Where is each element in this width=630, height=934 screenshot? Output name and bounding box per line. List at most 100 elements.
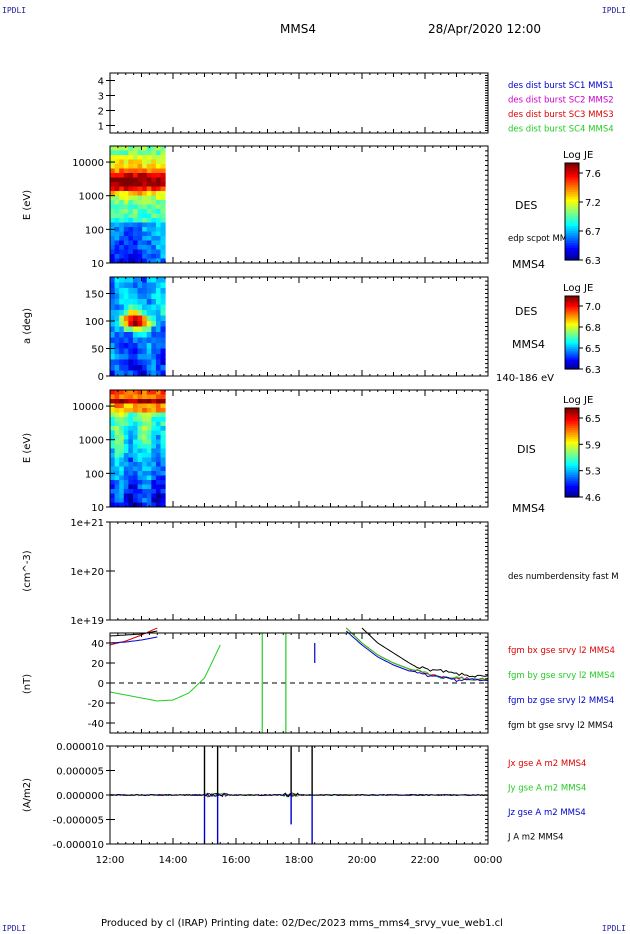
des-energy-panel-colorbar-cell	[565, 255, 579, 259]
dis-energy-panel-cell	[128, 480, 134, 485]
des-energy-panel-colorbar-cell	[565, 245, 579, 249]
des-pitch-panel-cell	[128, 354, 134, 360]
dis-energy-panel-cell	[160, 412, 166, 418]
des-energy-panel-cell	[128, 258, 134, 264]
des-energy-panel-cell	[160, 236, 166, 241]
des-energy-panel-cell	[137, 195, 143, 201]
dis-energy-panel-cell	[128, 412, 134, 418]
dis-energy-panel-cell	[155, 484, 162, 490]
dis-energy-panel-colorbar-cell	[565, 434, 579, 438]
dis-energy-panel-cell	[132, 484, 139, 490]
des-pitch-panel-cell	[132, 348, 139, 355]
des-energy-panel-colorbar-label: 6.7	[585, 227, 601, 238]
des-energy-panel-cell	[128, 146, 134, 151]
dis-energy-panel-cell	[123, 399, 129, 404]
des-energy-panel-cell	[128, 173, 134, 178]
dis-energy-panel-colorbar-cell	[565, 421, 579, 425]
dis-energy-panel-cell	[128, 435, 134, 440]
des-pitch-panel-cell	[137, 288, 143, 294]
dis-energy-panel-cell	[160, 502, 166, 508]
des-energy-panel-cell	[160, 209, 166, 214]
des-energy-panel-cell	[137, 249, 143, 255]
des-energy-panel-cell	[110, 195, 116, 201]
des-energy-panel-colorbar-cell	[565, 204, 579, 208]
des-energy-panel-cell	[146, 231, 152, 237]
density-panel-ylabel: (cm^-3)	[22, 550, 33, 591]
dis-energy-panel-cell	[132, 444, 139, 449]
des-energy-panel-cell	[128, 213, 134, 219]
dis-energy-panel-cell	[137, 394, 143, 400]
des-energy-panel-colorbar-cell	[565, 243, 579, 247]
des-pitch-panel-cell	[137, 370, 143, 377]
des-pitch-panel-cell	[155, 277, 162, 283]
des-energy-panel-cell	[142, 258, 148, 264]
dis-energy-panel-cell	[151, 430, 157, 436]
des-energy-panel-cell	[137, 177, 143, 183]
des-pitch-panel-cell	[132, 304, 139, 311]
dis-energy-panel-cell	[142, 448, 148, 454]
fgm-panel-series-bt	[361, 627, 489, 678]
dis-energy-panel-cell	[132, 453, 139, 458]
des-pitch-panel-colorbar-cell	[565, 323, 579, 326]
dis-energy-panel-cell	[151, 462, 157, 467]
des-pitch-panel-cell	[132, 282, 139, 289]
des-energy-panel-cell	[132, 240, 139, 246]
dis-energy-panel-cell	[146, 480, 152, 485]
des-energy-panel-cell	[119, 195, 125, 201]
dis-energy-panel-cell	[155, 471, 162, 476]
dis-energy-panel-colorbar-label: 5.3	[585, 467, 601, 478]
des-energy-panel-cell	[137, 200, 143, 205]
des-energy-panel-cell	[119, 146, 125, 151]
dis-energy-panel-cell	[146, 390, 152, 395]
dis-energy-panel-cell	[151, 399, 157, 404]
dis-energy-panel-cell	[160, 390, 166, 395]
dis-energy-panel-cell	[119, 448, 125, 454]
des-pitch-panel-cell	[155, 321, 162, 327]
des-energy-panel-cell	[123, 213, 129, 219]
des-energy-panel-cell	[114, 240, 120, 246]
dis-energy-panel-cell	[128, 430, 134, 436]
des-pitch-panel-cell	[114, 310, 120, 316]
dis-energy-panel-cell	[114, 421, 120, 427]
dis-energy-panel-cell	[151, 435, 157, 440]
des-energy-panel-cell	[110, 249, 116, 255]
des-pitch-panel-ylabel: a (deg)	[22, 308, 33, 344]
des-energy-panel-cell	[155, 150, 162, 156]
dis-energy-panel-colorbar-cell	[565, 463, 579, 467]
dis-energy-panel-cell	[123, 471, 129, 476]
des-energy-panel-cell	[151, 186, 157, 192]
des-pitch-panel-cell	[151, 277, 157, 283]
des-pitch-panel-cell	[137, 315, 143, 322]
des-energy-panel-cell	[151, 168, 157, 174]
des-energy-panel-cell	[132, 213, 139, 219]
des-pitch-panel-cell	[110, 365, 116, 371]
des-pitch-panel-cell	[123, 277, 129, 283]
presence-panel-ytick-label: 1	[98, 122, 104, 133]
current-panel-ytick-label: 0.000005	[56, 767, 104, 778]
presence-panel-frame	[109, 72, 489, 134]
des-energy-panel-cell	[132, 245, 139, 250]
des-energy-panel-cell	[114, 168, 120, 174]
dis-energy-panel-colorbar-cell	[565, 465, 579, 469]
dis-energy-panel-cell	[155, 412, 162, 418]
des-energy-panel-cell	[128, 191, 134, 196]
des-pitch-panel-cell	[151, 365, 157, 371]
dis-energy-panel-cell	[151, 471, 157, 476]
des-pitch-panel-cell	[119, 337, 125, 344]
des-energy-panel-colorbar-label: 7.2	[585, 198, 601, 209]
fgm-panel-ytick-label: 40	[91, 639, 104, 650]
dis-energy-panel-cell	[146, 426, 152, 431]
des-energy-panel-cell	[132, 254, 139, 259]
dis-energy-panel-colorbar-cell	[565, 439, 579, 442]
des-energy-panel-cell	[142, 204, 148, 210]
datetime-title: 28/Apr/2020 12:00	[428, 22, 542, 36]
dis-energy-panel-cell	[114, 403, 120, 409]
des-energy-panel-cell	[137, 258, 143, 264]
des-energy-panel-cell	[123, 146, 129, 151]
dis-energy-panel-ytick-label: 10000	[72, 402, 104, 413]
des-energy-panel-cell	[142, 150, 148, 156]
des-pitch-panel-colorbar-cell	[565, 348, 579, 352]
dis-energy-panel-cell	[146, 471, 152, 476]
dis-energy-panel-cell	[128, 502, 134, 508]
current-panel-ytick-label: -0.000010	[53, 840, 104, 851]
